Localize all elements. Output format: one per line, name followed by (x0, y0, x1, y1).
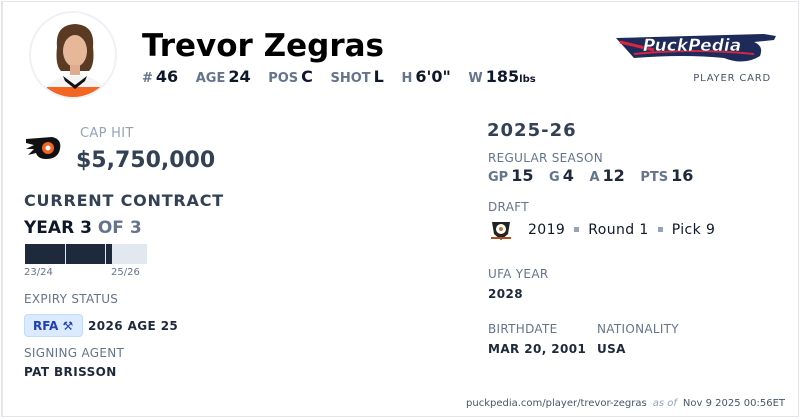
player-avatar (29, 11, 117, 99)
bio-stats: #46 AGE 24 POS C SHOT L H 6'0" W 185lbs (142, 67, 548, 86)
stat-number: #46 (142, 67, 179, 86)
contract-title: CURRENT CONTRACT (24, 191, 224, 210)
stat-shot: SHOT L (330, 67, 384, 86)
timestamp: Nov 9 2025 00:56ET (682, 398, 785, 409)
birthdate-value: MAR 20, 2001 (488, 342, 587, 356)
draft-label: DRAFT (488, 200, 529, 214)
contract-end: 25/26 (111, 267, 140, 278)
agent-label: SIGNING AGENT (24, 346, 125, 360)
svg-text:PuckPedia: PuckPedia (643, 36, 741, 56)
ufa-label: UFA YEAR (488, 267, 549, 281)
player-name: Trevor Zegras (142, 28, 384, 64)
contract-year-segment (65, 244, 106, 264)
contract-year-segment (25, 244, 65, 264)
season-label: REGULAR SEASON (488, 151, 603, 165)
contract-year-segment (106, 244, 113, 264)
footer: puckpedia.com/player/trevor-zegras as of N… (466, 398, 785, 409)
flyers-logo (24, 135, 62, 167)
nationality-value: USA (597, 342, 626, 356)
ufa-value: 2028 (488, 287, 523, 301)
nationality-label: NATIONALITY (597, 322, 679, 336)
stat-position: POS C (268, 67, 313, 86)
player-url[interactable]: puckpedia.com/player/trevor-zegras (466, 398, 647, 409)
rfa-badge: RFA ⚒ (24, 314, 83, 337)
contract-progress-bar (25, 244, 147, 264)
contract-year: YEAR 3 OF 3 (24, 218, 142, 238)
agent-value: PAT BRISSON (24, 365, 117, 379)
birthdate-label: BIRTHDATE (488, 322, 558, 336)
cap-hit-label: CAP HIT (80, 126, 134, 141)
stat-age: AGE 24 (195, 67, 251, 86)
gavel-icon: ⚒ (62, 319, 74, 333)
ducks-logo (489, 218, 513, 246)
expiry-detail: 2026 AGE 25 (88, 319, 179, 333)
expiry-label: EXPIRY STATUS (24, 292, 119, 306)
player-card-label: PLAYER CARD (693, 73, 771, 84)
draft-detail: 2019 Round 1 Pick 9 (528, 222, 716, 238)
season-title: 2025-26 (487, 120, 577, 141)
puckpedia-logo: PuckPedia (614, 24, 778, 72)
cap-hit-value: $5,750,000 (76, 148, 216, 173)
contract-start: 23/24 (24, 267, 53, 278)
stat-height: H 6'0" (401, 67, 451, 86)
stat-weight: W 185lbs (468, 67, 536, 86)
